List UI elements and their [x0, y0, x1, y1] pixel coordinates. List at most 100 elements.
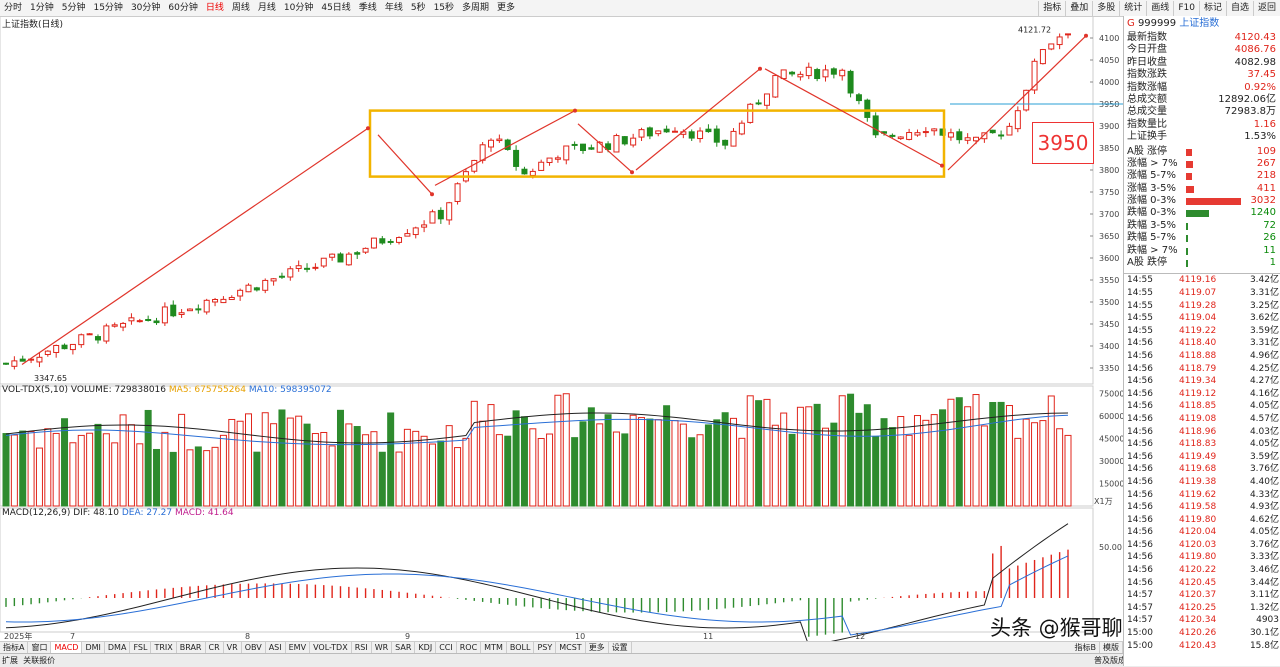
tick-row: 14:56 4119.80 4.62亿 — [1124, 514, 1280, 527]
tool-button[interactable]: 返回 — [1252, 0, 1280, 16]
period-item[interactable]: 分时 — [4, 3, 23, 13]
indicator-tab[interactable]: CCI — [436, 642, 457, 654]
volume-bar — [755, 400, 763, 507]
x-axis-label: 7 — [70, 632, 75, 641]
tool-button[interactable]: 叠加 — [1065, 0, 1092, 16]
tick-price: 4119.16 — [1179, 275, 1217, 286]
indicator-tab[interactable]: 设置 — [609, 642, 632, 654]
indicator-tab[interactable]: TRIX — [151, 642, 177, 654]
indicator-tab[interactable]: 指标B — [1072, 642, 1100, 654]
indicator-tab[interactable]: MACD — [51, 642, 83, 654]
volume-bar — [537, 437, 545, 507]
indicator-tab[interactable]: KDJ — [415, 642, 437, 654]
volume-bar — [596, 423, 604, 507]
price-pane — [0, 16, 1094, 385]
indicator-tab[interactable]: DMI — [82, 642, 105, 654]
period-item[interactable]: 60分钟 — [168, 3, 198, 13]
indicator-tab[interactable]: EMV — [286, 642, 311, 654]
indicator-tab[interactable]: BOLL — [507, 642, 535, 654]
tick-volume: 3.62亿 — [1249, 313, 1279, 324]
period-item[interactable]: 5秒 — [410, 3, 426, 13]
indicator-tab[interactable]: FSL — [130, 642, 152, 654]
related-quote-button[interactable]: 关联报价 — [23, 656, 56, 665]
volume-bar — [1056, 428, 1064, 507]
candle-body — [797, 73, 804, 78]
period-item[interactable]: 日线 — [205, 3, 224, 13]
candle-body — [964, 137, 971, 141]
indicator-tab[interactable]: RSI — [352, 642, 372, 654]
tool-button[interactable]: 画线 — [1146, 0, 1173, 16]
indicator-tab[interactable]: 窗口 — [28, 642, 52, 654]
period-item[interactable]: 10分钟 — [283, 3, 314, 13]
indicator-tab[interactable]: MTM — [481, 642, 507, 654]
price-tick-label: 3850 — [1099, 144, 1119, 153]
indicator-tab[interactable]: 指标A — [0, 642, 29, 654]
indicator-tab[interactable]: 模版 — [1100, 642, 1123, 654]
kline-chart[interactable]: 4100 4050 4000 3950 3900 3850 3800 3750 3700 3650… — [0, 16, 1123, 641]
expand-button[interactable]: 扩展 — [2, 656, 18, 665]
candle-body — [329, 253, 336, 258]
period-item[interactable]: 45日线 — [321, 3, 351, 13]
macd-dif-line — [5, 523, 1069, 641]
indicator-tab[interactable]: 更多 — [586, 642, 609, 654]
volume-bar — [805, 406, 813, 507]
indicator-tab[interactable]: CR — [206, 642, 224, 654]
breadth-list: A股 涨停 109 涨幅 > 7% 267 涨幅 5-7% 218 涨幅 3-5% 411 涨幅… — [1124, 146, 1280, 270]
status-left: 扩展 关联报价 — [2, 654, 55, 667]
period-item[interactable]: 30分钟 — [130, 3, 161, 13]
volume-bar — [412, 430, 420, 507]
indicator-tab[interactable]: ROC — [457, 642, 482, 654]
tick-volume: 4.93亿 — [1249, 502, 1279, 513]
breadth-row: 跌幅 0-3% 1240 — [1124, 207, 1280, 219]
period-item[interactable]: 季线 — [358, 3, 377, 13]
indicator-tab[interactable]: BRAR — [177, 642, 206, 654]
tick-row: 14:56 4119.62 4.33亿 — [1124, 489, 1280, 502]
tick-price: 4119.62 — [1179, 489, 1217, 500]
period-item[interactable]: 年线 — [384, 3, 403, 13]
tick-volume: 4.16亿 — [1249, 388, 1279, 399]
macd-value: MACD: 41.64 — [175, 508, 234, 518]
period-item[interactable]: 5分钟 — [61, 3, 86, 13]
tool-button[interactable]: 自选 — [1225, 0, 1253, 16]
tick-volume: 3.59亿 — [1249, 451, 1279, 462]
candle-body — [638, 129, 645, 138]
period-item[interactable]: 15分钟 — [93, 3, 123, 13]
period-item[interactable]: 1分钟 — [30, 3, 54, 13]
period-item[interactable]: 更多 — [497, 3, 516, 13]
volume-bar — [571, 437, 579, 507]
tool-button[interactable]: 多股 — [1092, 0, 1119, 16]
tick-list[interactable]: 14:55 4119.16 3.42亿 14:55 4119.07 3.31亿 14:55 4… — [1124, 274, 1280, 652]
tick-volume: 1.32亿 — [1249, 602, 1279, 613]
tool-button[interactable]: 指标 — [1038, 0, 1065, 16]
indicator-tab[interactable]: OBV — [242, 642, 266, 654]
period-item[interactable]: 多周期 — [462, 3, 490, 13]
indicator-tab[interactable]: VR — [224, 642, 242, 654]
volume-bar — [939, 409, 947, 507]
indicator-tab[interactable]: SAR — [392, 642, 416, 654]
indicator-tab[interactable]: WR — [372, 642, 393, 654]
period-item[interactable]: 15秒 — [433, 3, 455, 13]
tick-row: 14:56 4118.96 4.03亿 — [1124, 426, 1280, 439]
price-tick-label: 3800 — [1099, 166, 1119, 175]
tool-button[interactable]: 统计 — [1119, 0, 1146, 16]
indicator-tab[interactable]: VOL-TDX — [310, 642, 352, 654]
stat-label: 总成交量 — [1127, 106, 1167, 118]
tick-volume: 4.25亿 — [1249, 363, 1279, 374]
period-item[interactable]: 周线 — [231, 3, 250, 13]
candle-body — [136, 320, 143, 323]
tick-price: 4119.28 — [1179, 300, 1217, 311]
stat-label: 指数涨幅 — [1127, 81, 1167, 93]
tick-row: 14:56 4120.45 3.44亿 — [1124, 577, 1280, 590]
indicator-tab[interactable]: PSY — [534, 642, 557, 654]
period-item[interactable]: 月线 — [257, 3, 276, 13]
indicator-tab[interactable]: DMA — [105, 642, 131, 654]
volume-bar — [964, 406, 972, 507]
volume-tick-label: 45000 — [1099, 435, 1123, 444]
indicator-tab[interactable]: MCST — [556, 642, 586, 654]
indicator-tab[interactable]: ASI — [266, 642, 286, 654]
tool-button[interactable]: 标记 — [1198, 0, 1226, 16]
tool-button[interactable]: F10 — [1173, 0, 1199, 16]
tick-price: 4120.25 — [1179, 602, 1217, 613]
panel-name: 上证指数 — [1179, 18, 1220, 29]
candle-body — [78, 334, 85, 346]
